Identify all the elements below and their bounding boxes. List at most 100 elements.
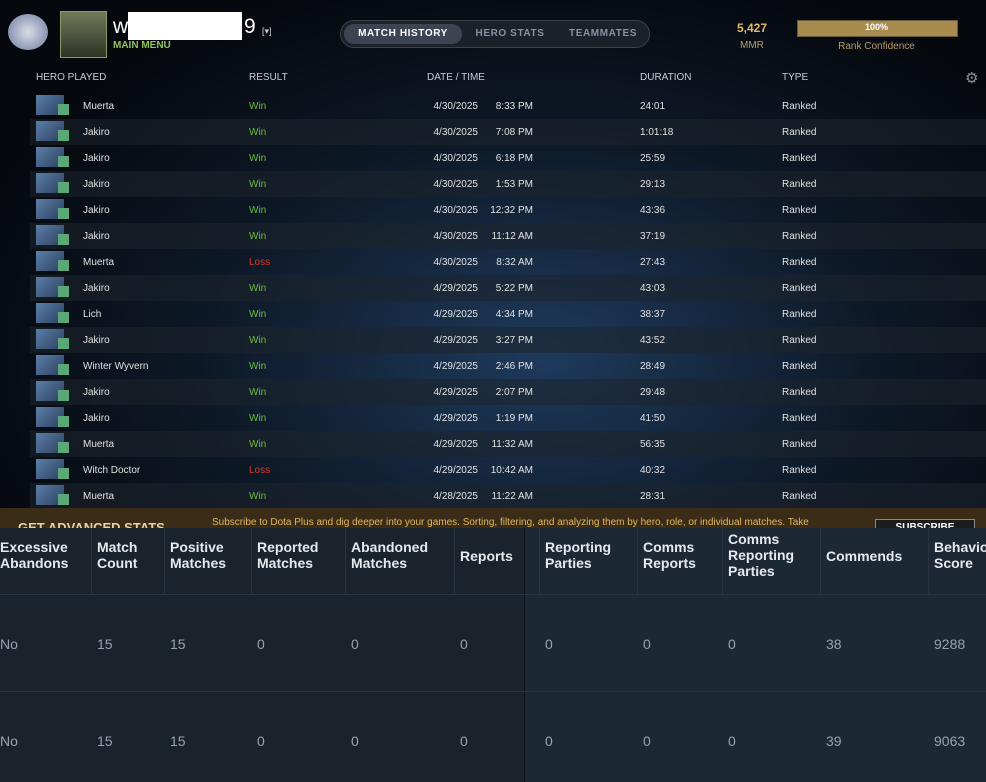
role-badge [58, 468, 69, 479]
match-row[interactable]: Jakiro Win 4/29/2025 1:19 PM 41:50 Ranked [30, 405, 986, 431]
date: 4/30/2025 [433, 153, 479, 164]
hero-name: Jakiro [83, 205, 110, 216]
hero-icon [36, 433, 64, 453]
match-row[interactable]: Jakiro Win 4/30/2025 6:18 PM 25:59 Ranked [30, 145, 986, 171]
column-header: DURATION [640, 72, 692, 83]
match-row[interactable]: Jakiro Win 4/30/2025 1:53 PM 29:13 Ranked [30, 171, 986, 197]
confidence-label: Rank Confidence [838, 41, 915, 52]
stats-header: Behavior Score [934, 539, 986, 571]
type: Ranked [782, 127, 817, 138]
time: 11:12 AM [491, 231, 533, 242]
column-divider [164, 528, 165, 594]
stats-cell: 0 [257, 636, 265, 652]
time: 10:42 AM [490, 465, 533, 476]
match-row[interactable]: Jakiro Win 4/30/2025 11:12 AM 37:19 Ranked [30, 223, 986, 249]
dropdown[interactable]: [▾] [262, 26, 272, 36]
hero-name: Jakiro [83, 153, 110, 164]
match-row[interactable]: Jakiro Win 4/30/2025 7:08 PM 1:01:18 Ranked [30, 119, 986, 145]
type: Ranked [782, 309, 817, 320]
subscribe-button[interactable]: SUBSCRIBE [875, 519, 975, 528]
duration: 1:01:18 [640, 127, 674, 138]
role-badge [58, 338, 69, 349]
stats-header: Commends [826, 548, 903, 564]
match-row[interactable]: Jakiro Win 4/30/2025 12:32 PM 43:36 Ranked [30, 197, 986, 223]
duration: 28:49 [640, 361, 666, 372]
match-row[interactable]: Lich Win 4/29/2025 4:34 PM 38:37 Ranked [30, 301, 986, 327]
column-divider [539, 528, 540, 594]
tab[interactable]: MATCH HISTORY [344, 24, 462, 44]
match-row[interactable]: Muerta Win 4/29/2025 11:32 AM 56:35 Ranked [30, 431, 986, 457]
stats-cell: 0 [351, 733, 359, 749]
stats-cell: 9063 [934, 733, 966, 749]
duration: 27:43 [640, 257, 666, 268]
hero-name: Jakiro [83, 231, 110, 242]
duration: 25:59 [640, 153, 666, 164]
stats-cell: 0 [643, 636, 651, 652]
duration: 37:19 [640, 231, 666, 242]
date: 4/30/2025 [433, 179, 479, 190]
column-header: TYPE [782, 72, 809, 83]
duration: 43:03 [640, 283, 666, 294]
settings[interactable]: ⚙ [965, 70, 979, 87]
date: 4/29/2025 [433, 335, 479, 346]
column-divider [345, 528, 346, 594]
hero-icon [36, 381, 64, 401]
role-badge [58, 364, 69, 375]
type: Ranked [782, 283, 817, 294]
hero-icon [36, 459, 64, 479]
type: Ranked [782, 465, 817, 476]
tab[interactable]: HERO STATS [475, 28, 545, 39]
dota-plus-banner: GET ADVANCED STATS Subscribe to Dota Plu… [0, 508, 986, 528]
match-row[interactable]: Muerta Win 4/28/2025 11:22 AM 28:31 Ranked [30, 483, 986, 508]
role-badge [58, 286, 69, 297]
match-row[interactable]: Winter Wyvern Win 4/29/2025 2:46 PM 28:49 Ran… [30, 353, 986, 379]
column-header: HERO PLAYED [36, 72, 107, 83]
hero-name: Jakiro [83, 179, 110, 190]
redaction [128, 12, 242, 40]
stats-cell: 0 [643, 733, 651, 749]
stats-cell: 38 [826, 636, 842, 652]
stats-cell: 9288 [934, 636, 966, 652]
result: Win [249, 309, 267, 320]
stats-cell: 0 [545, 636, 553, 652]
stats-header: Abandoned Matches [351, 539, 428, 571]
row-divider [0, 691, 986, 692]
column-header: DATE / TIME [427, 72, 485, 83]
duration: 38:37 [640, 309, 666, 320]
date: 4/29/2025 [433, 387, 479, 398]
confidence: 100% [864, 22, 889, 32]
stats-cell: 0 [460, 636, 468, 652]
type: Ranked [782, 101, 817, 112]
date: 4/30/2025 [433, 127, 479, 138]
match-row[interactable]: Muerta Win 4/30/2025 8:33 PM 24:01 Ranked [30, 93, 986, 119]
type: Ranked [782, 335, 817, 346]
role-badge [58, 260, 69, 271]
hero-name: Jakiro [83, 387, 110, 398]
match-row[interactable]: Jakiro Win 4/29/2025 3:27 PM 43:52 Ranked [30, 327, 986, 353]
stats-header: Reporting Parties [545, 539, 612, 571]
result: Loss [249, 465, 271, 476]
main-menu[interactable]: MAIN MENU [113, 40, 171, 51]
time: 2:46 PM [495, 361, 533, 372]
result: Win [249, 413, 267, 424]
date: 4/29/2025 [433, 309, 479, 320]
stats-cell: 15 [170, 733, 186, 749]
avatar[interactable] [60, 11, 107, 58]
username-start: w [113, 15, 129, 38]
match-row[interactable]: Jakiro Win 4/29/2025 2:07 PM 29:48 Ranked [30, 379, 986, 405]
tab[interactable]: TEAMMATES [569, 28, 637, 39]
time: 7:08 PM [495, 127, 533, 138]
result: Win [249, 491, 267, 502]
tab-bar: MATCH HISTORY HERO STATS TEAMMATES [340, 20, 650, 48]
stats-cell: 0 [728, 733, 736, 749]
duration: 29:13 [640, 179, 666, 190]
match-row[interactable]: Muerta Loss 4/30/2025 8:32 AM 27:43 Ranked [30, 249, 986, 275]
role-badge [58, 442, 69, 453]
match-row[interactable]: Jakiro Win 4/29/2025 5:22 PM 43:03 Ranked [30, 275, 986, 301]
banner-title: GET ADVANCED STATS [18, 520, 165, 528]
role-badge [58, 494, 69, 505]
role-badge [58, 104, 69, 115]
match-row[interactable]: Witch Doctor Loss 4/29/2025 10:42 AM 40:32 Ra… [30, 457, 986, 483]
result: Win [249, 205, 267, 216]
stats-header: Match Count [97, 539, 138, 571]
